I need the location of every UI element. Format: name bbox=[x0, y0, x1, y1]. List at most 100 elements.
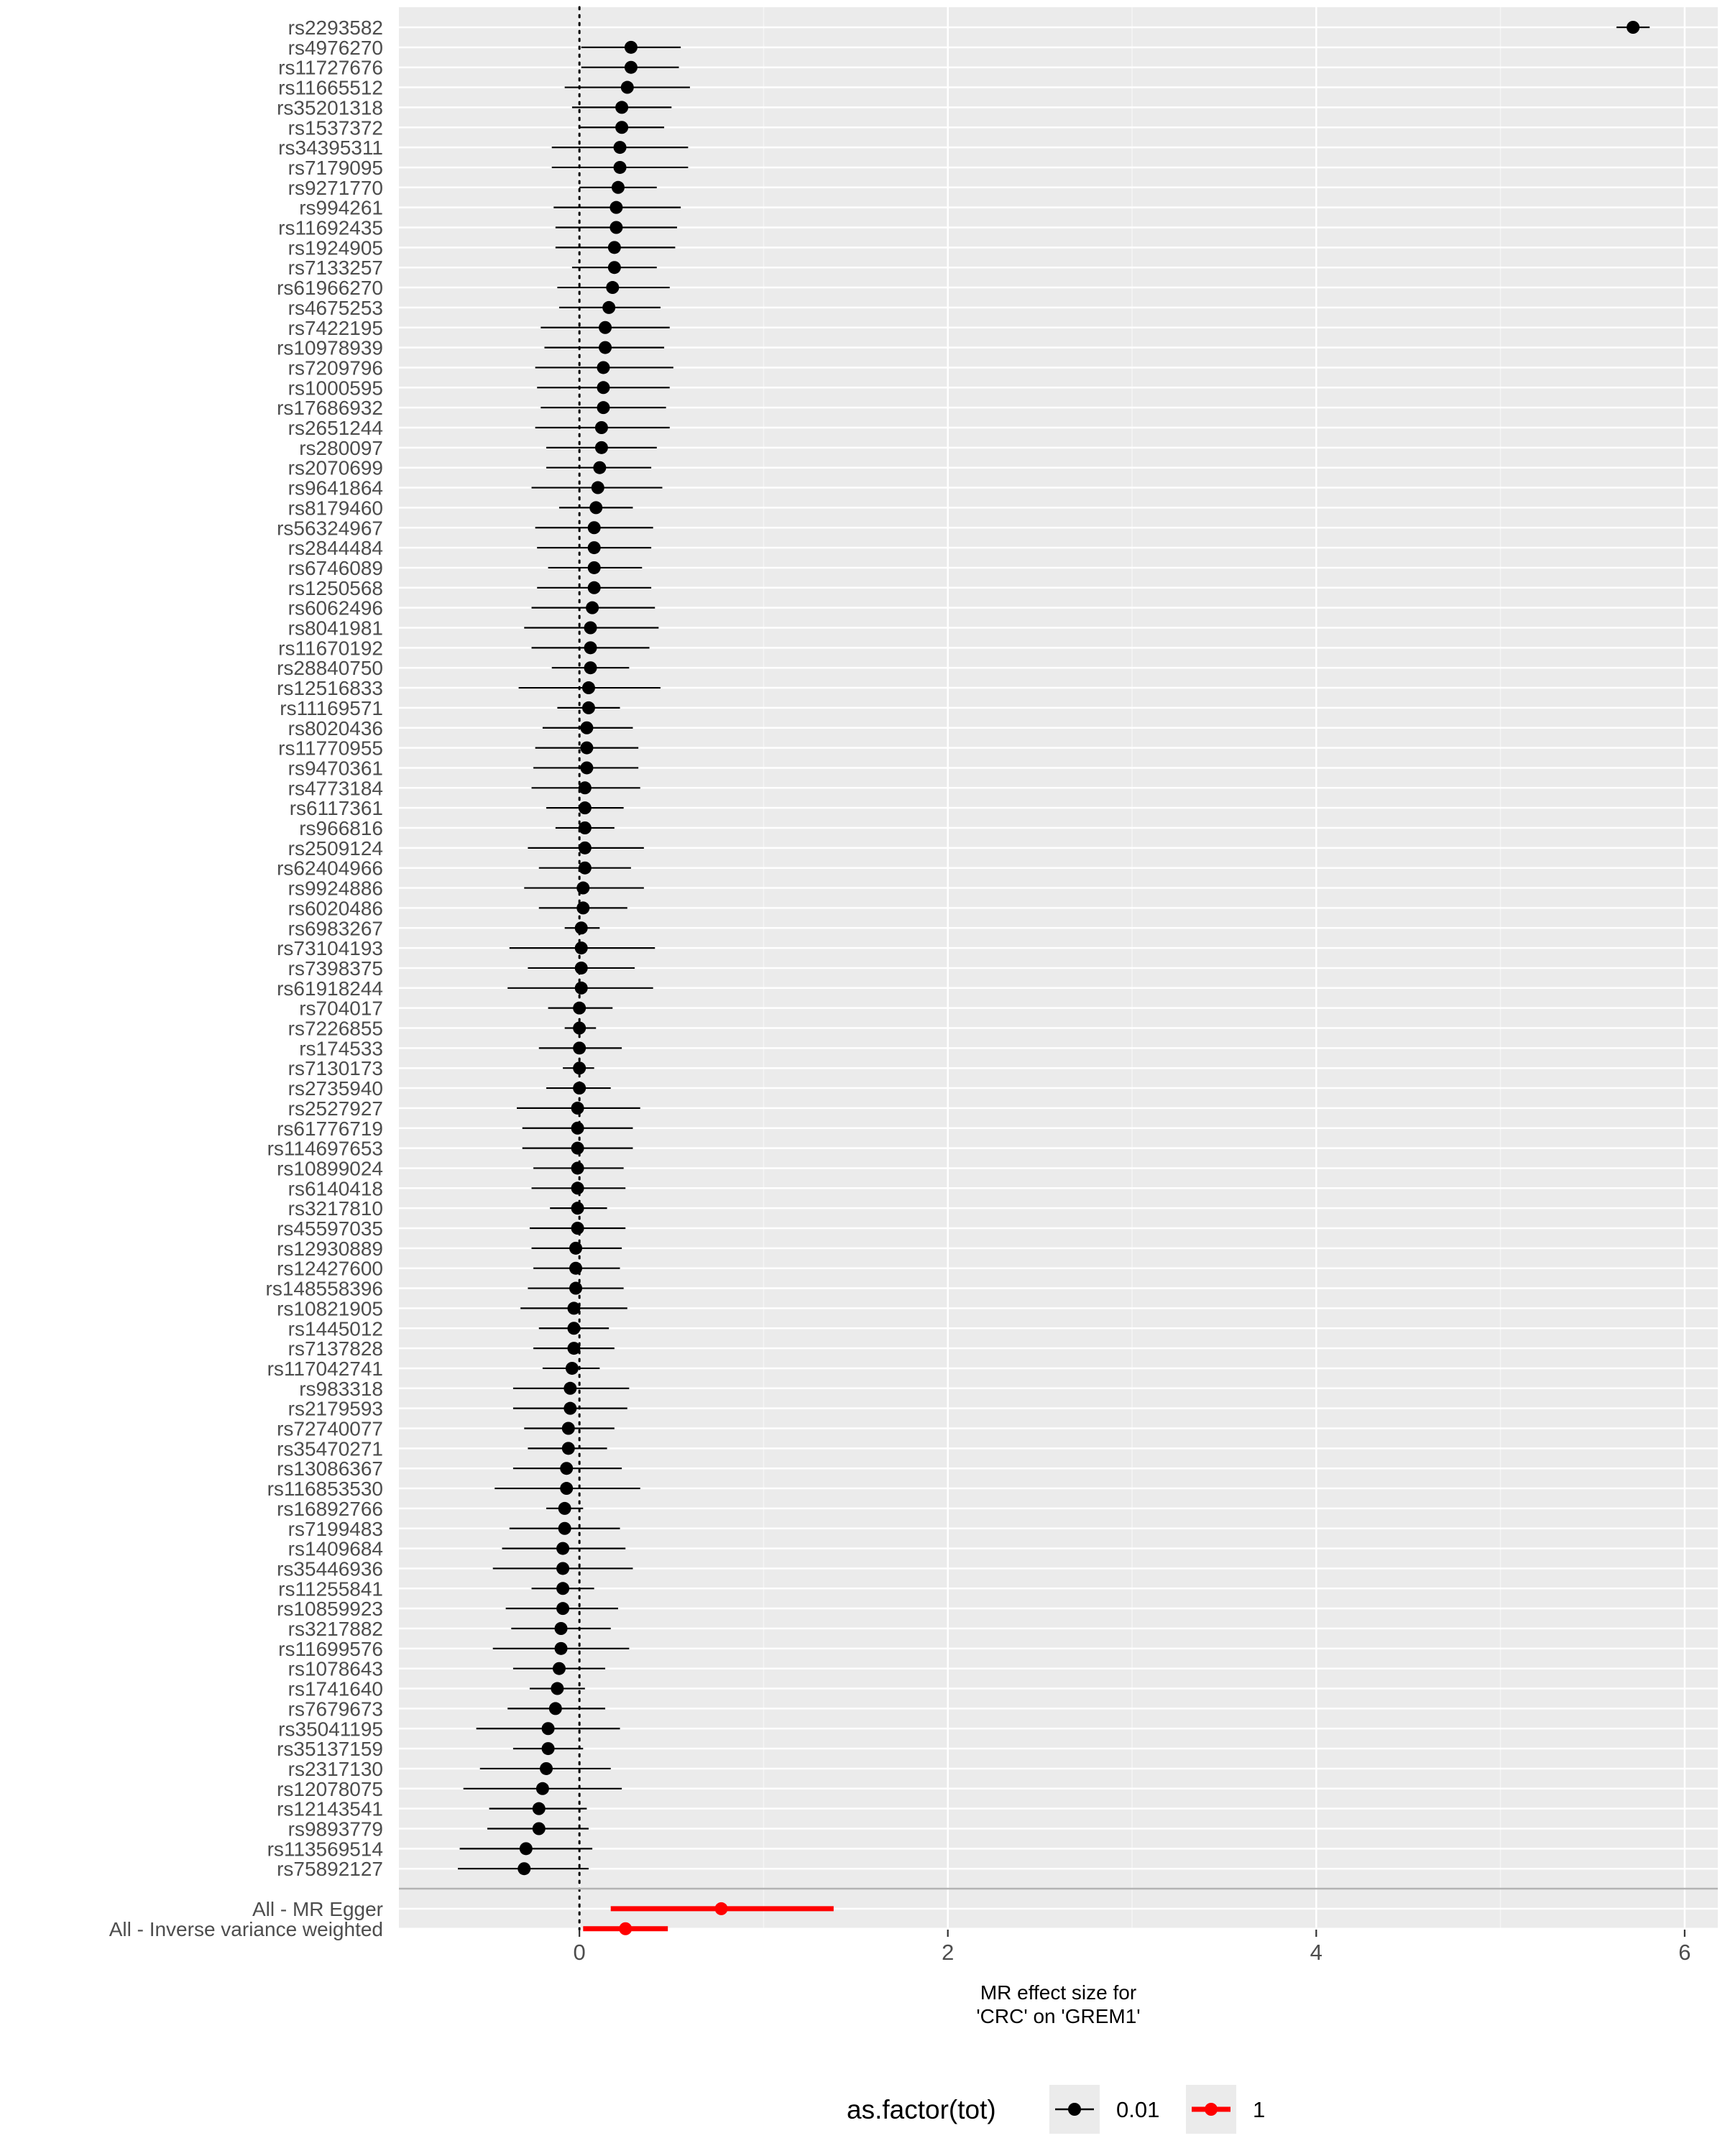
legend: as.factor(tot) 0.01 1 bbox=[847, 2085, 1265, 2134]
y-tick-label-rs11169571: rs11169571 bbox=[280, 697, 383, 719]
y-tick-label-rs35201318: rs35201318 bbox=[277, 96, 383, 119]
point-estimate-rs61966270 bbox=[606, 281, 620, 295]
x-axis-title-line-1: MR effect size for bbox=[980, 1981, 1136, 2004]
point-estimate-rs704017 bbox=[573, 1001, 586, 1015]
point-estimate-rs11770955 bbox=[580, 741, 594, 755]
point-estimate-rs2509124 bbox=[578, 841, 592, 854]
point-estimate-rs10859923 bbox=[556, 1602, 570, 1616]
y-tick-label-rs10899024: rs10899024 bbox=[277, 1157, 383, 1179]
point-estimate-rs73104193 bbox=[574, 941, 588, 955]
y-tick-label-rs61966270: rs61966270 bbox=[277, 277, 383, 299]
point-estimate-rs16892766 bbox=[558, 1501, 571, 1515]
y-tick-label-rs7130173: rs7130173 bbox=[288, 1057, 383, 1079]
point-estimate-rs8020436 bbox=[580, 721, 594, 734]
point-estimate-All - Inverse variance weighted bbox=[619, 1922, 632, 1935]
legend-title: as.factor(tot) bbox=[847, 2095, 996, 2124]
y-tick-label-rs13086367: rs13086367 bbox=[277, 1457, 383, 1480]
y-tick-label-rs12143541: rs12143541 bbox=[277, 1798, 383, 1820]
point-estimate-rs7133257 bbox=[607, 261, 621, 275]
point-estimate-rs35137159 bbox=[541, 1742, 555, 1756]
point-estimate-rs75892127 bbox=[518, 1862, 531, 1876]
y-tick-label-All - MR Egger: All - MR Egger bbox=[252, 1898, 383, 1920]
y-tick-label-rs1409684: rs1409684 bbox=[288, 1538, 383, 1560]
point-estimate-rs6062496 bbox=[586, 601, 599, 614]
y-tick-label-rs35446936: rs35446936 bbox=[277, 1557, 383, 1580]
y-tick-label-rs1741640: rs1741640 bbox=[288, 1678, 383, 1700]
point-estimate-rs12930889 bbox=[569, 1241, 583, 1255]
y-tick-label-rs966816: rs966816 bbox=[299, 817, 383, 839]
point-estimate-rs966816 bbox=[578, 821, 592, 834]
y-tick-label-rs7226855: rs7226855 bbox=[288, 1018, 383, 1040]
point-estimate-rs113569514 bbox=[519, 1842, 533, 1856]
y-tick-label-rs2293582: rs2293582 bbox=[288, 17, 383, 39]
y-tick-label-rs8179460: rs8179460 bbox=[288, 497, 383, 519]
y-tick-label-rs1250568: rs1250568 bbox=[288, 577, 383, 599]
y-tick-label-rs2317130: rs2317130 bbox=[288, 1758, 383, 1780]
point-estimate-rs61918244 bbox=[574, 981, 588, 995]
y-tick-label-rs2651244: rs2651244 bbox=[288, 417, 383, 439]
y-tick-label-rs12930889: rs12930889 bbox=[277, 1238, 383, 1260]
y-tick-label-rs35470271: rs35470271 bbox=[277, 1437, 383, 1460]
point-estimate-rs7679673 bbox=[548, 1702, 562, 1715]
y-tick-label-rs9641864: rs9641864 bbox=[288, 477, 383, 499]
point-estimate-rs148558396 bbox=[569, 1281, 583, 1295]
point-estimate-rs11670192 bbox=[584, 641, 597, 655]
point-estimate-rs12427600 bbox=[569, 1261, 583, 1275]
y-tick-label-rs45597035: rs45597035 bbox=[277, 1217, 383, 1240]
x-tick-label: 4 bbox=[1310, 1940, 1322, 1965]
point-estimate-rs10899024 bbox=[571, 1161, 584, 1175]
legend-label-0.01: 0.01 bbox=[1116, 2097, 1159, 2122]
y-tick-label-rs280097: rs280097 bbox=[299, 437, 383, 459]
point-estimate-rs12516833 bbox=[581, 681, 595, 695]
y-tick-label-rs1445012: rs1445012 bbox=[288, 1317, 383, 1340]
y-tick-label-rs6983267: rs6983267 bbox=[288, 917, 383, 939]
y-tick-label-rs56324967: rs56324967 bbox=[277, 517, 383, 539]
y-tick-label-rs73104193: rs73104193 bbox=[277, 937, 383, 959]
y-tick-label-rs116853530: rs116853530 bbox=[267, 1478, 383, 1500]
point-estimate-rs10978939 bbox=[599, 341, 612, 354]
point-estimate-rs35470271 bbox=[561, 1442, 575, 1455]
point-estimate-rs4773184 bbox=[578, 781, 592, 795]
y-tick-label-rs148558396: rs148558396 bbox=[266, 1278, 383, 1300]
point-estimate-rs7199483 bbox=[558, 1521, 571, 1535]
y-tick-label-rs6020486: rs6020486 bbox=[288, 897, 383, 919]
point-estimate-rs11692435 bbox=[610, 221, 623, 234]
y-tick-label-rs704017: rs704017 bbox=[299, 998, 383, 1020]
y-tick-label-rs8020436: rs8020436 bbox=[288, 717, 383, 740]
point-estimate-rs994261 bbox=[610, 201, 623, 214]
y-tick-label-rs114697653: rs114697653 bbox=[267, 1138, 383, 1160]
point-estimate-rs2179593 bbox=[564, 1401, 577, 1415]
point-estimate-rs13086367 bbox=[560, 1462, 574, 1475]
y-tick-label-rs3217882: rs3217882 bbox=[288, 1618, 383, 1640]
chart-marks bbox=[458, 21, 1650, 1935]
point-estimate-rs1000595 bbox=[597, 381, 610, 395]
y-tick-label-rs4773184: rs4773184 bbox=[288, 777, 383, 799]
y-tick-label-rs9924886: rs9924886 bbox=[288, 877, 383, 900]
point-estimate-rs9470361 bbox=[580, 761, 594, 775]
point-estimate-rs11699576 bbox=[554, 1641, 568, 1655]
point-estimate-rs62404966 bbox=[578, 861, 592, 875]
point-estimate-rs12143541 bbox=[532, 1802, 546, 1815]
y-tick-label-rs1924905: rs1924905 bbox=[288, 236, 383, 259]
point-estimate-rs1250568 bbox=[587, 581, 601, 594]
point-estimate-rs4675253 bbox=[602, 300, 616, 314]
point-estimate-rs6020486 bbox=[576, 901, 590, 915]
point-estimate-rs116853530 bbox=[560, 1482, 574, 1496]
point-estimate-rs2651244 bbox=[594, 421, 608, 434]
y-tick-label-rs12427600: rs12427600 bbox=[277, 1258, 383, 1280]
y-tick-label-All - Inverse variance weighted: All - Inverse variance weighted bbox=[109, 1918, 383, 1940]
point-estimate-All - MR Egger bbox=[714, 1902, 728, 1915]
point-estimate-rs2527927 bbox=[571, 1101, 584, 1115]
point-estimate-rs1924905 bbox=[607, 241, 621, 254]
y-tick-label-rs16892766: rs16892766 bbox=[277, 1498, 383, 1520]
y-tick-label-rs6140418: rs6140418 bbox=[288, 1177, 383, 1199]
y-tick-label-rs113569514: rs113569514 bbox=[267, 1838, 383, 1860]
y-tick-label-rs983318: rs983318 bbox=[299, 1378, 383, 1400]
y-tick-label-rs17686932: rs17686932 bbox=[277, 397, 383, 419]
y-tick-label-rs994261: rs994261 bbox=[299, 197, 383, 219]
y-tick-label-rs2509124: rs2509124 bbox=[288, 837, 383, 860]
y-tick-label-rs10821905: rs10821905 bbox=[277, 1297, 383, 1319]
y-tick-label-rs7133257: rs7133257 bbox=[288, 257, 383, 279]
y-tick-label-rs7179095: rs7179095 bbox=[288, 157, 383, 179]
